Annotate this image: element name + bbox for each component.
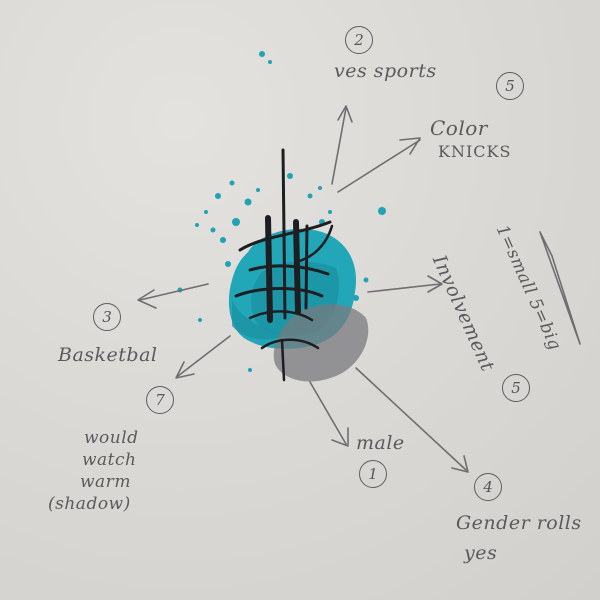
label-yes: yes — [464, 542, 498, 564]
number-circle-ves-sports: 2 — [345, 26, 373, 54]
label-gender-roles: Gender rolls — [456, 512, 582, 534]
pencil-arrows — [137, 105, 581, 473]
number-circle-watch: 7 — [146, 386, 174, 414]
label-would: would — [84, 428, 139, 448]
number-circle-color: 5 — [496, 72, 524, 100]
gray-shadow — [273, 304, 369, 382]
label-warm: warm — [80, 472, 131, 492]
number-circle-involvement: 5 — [502, 374, 530, 402]
label-male: male — [356, 432, 405, 454]
number-circle-male: 1 — [359, 460, 387, 488]
number-circle-basketbal: 3 — [93, 303, 121, 331]
label-basketbal: Basketbal — [58, 344, 158, 366]
label-ves-sports: ves sports — [334, 60, 437, 82]
label-watch: watch — [82, 450, 137, 470]
label-shadow: (shadow) — [48, 494, 131, 514]
ink-symbol — [234, 148, 334, 382]
ink-splatter — [177, 51, 386, 372]
label-color: Color — [430, 116, 488, 140]
number-circle-gender: 4 — [474, 473, 502, 501]
label-knicks: KNICKS — [438, 142, 512, 161]
